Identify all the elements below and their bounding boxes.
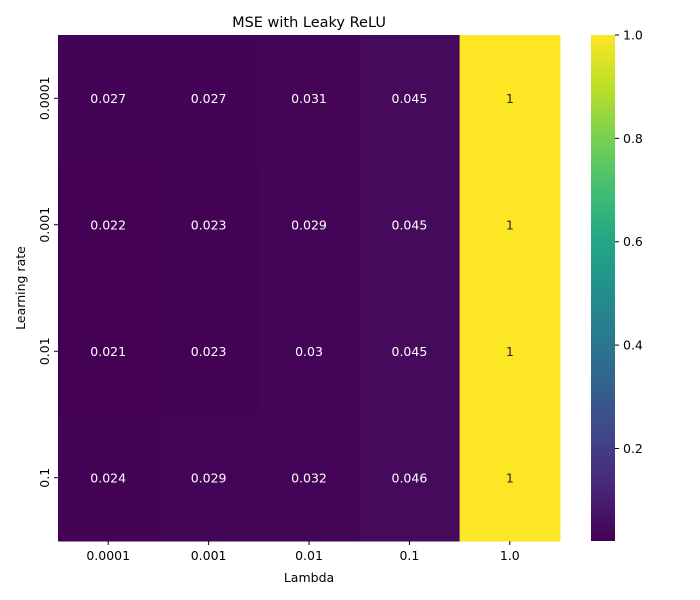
colorbar: 0.2 0.4 0.6 0.8 1.0 [591,28,643,541]
cell-value-label: 0.023 [191,217,227,232]
cell-value-label: 0.03 [295,344,323,359]
colorbar-tick-label: 0.4 [623,338,643,353]
y-axis-label: Learning rate [13,246,28,330]
heatmap-cell [459,414,561,542]
cell-value-label: 0.045 [392,217,428,232]
heatmap-cell [158,161,260,289]
x-tick-label: 0.01 [295,548,323,563]
heatmap-cell [359,414,461,542]
heatmap-cell [58,35,159,162]
cell-value-label: 0.027 [90,91,126,106]
colorbar-tick-label: 0.6 [623,234,643,249]
colorbar-tick-label: 1.0 [623,28,643,43]
cell-value-label: 1 [506,91,514,106]
y-tick-label: 0.001 [37,207,52,243]
cell-value-label: 0.046 [392,470,428,485]
y-axis-ticks: 0.0001 0.001 0.01 0.1 [37,76,58,488]
heatmap-cell [459,288,561,415]
cell-value-label: 0.045 [392,91,428,106]
cell-value-label: 1 [506,344,514,359]
heatmap-cell [359,161,461,289]
heatmap-cell [258,35,360,162]
x-tick-label: 0.1 [399,548,419,563]
cell-value-label: 0.023 [191,344,227,359]
x-tick-label: 0.0001 [86,548,130,563]
heatmap-cell [58,288,159,415]
heatmap-cell [359,35,461,162]
heatmap-cell [158,414,260,542]
heatmap-cell [58,414,159,542]
heatmap-cell [459,161,561,289]
cell-value-label: 0.027 [191,91,227,106]
colorbar-gradient [591,35,615,541]
colorbar-tick-label: 0.8 [623,131,643,146]
cell-value-label: 0.021 [90,344,126,359]
cell-value-label: 0.029 [191,470,227,485]
heatmap-cell [158,35,260,162]
colorbar-tick-label: 0.2 [623,441,643,456]
cell-value-label: 0.022 [90,217,126,232]
cell-value-label: 1 [506,470,514,485]
heatmap-cell [258,161,360,289]
cell-value-label: 0.024 [90,470,126,485]
chart-title: MSE with Leaky ReLU [232,15,386,31]
cell-value-label: 1 [506,217,514,232]
heatmap-cell [258,288,360,415]
heatmap-cell [258,414,360,542]
heatmap-cell [359,288,461,415]
cell-value-label: 0.045 [392,344,428,359]
heatmap-cell [58,161,159,289]
y-tick-label: 0.1 [37,468,52,488]
x-tick-label: 1.0 [500,548,520,563]
y-tick-label: 0.01 [37,337,52,365]
x-axis-ticks: 0.0001 0.001 0.01 0.1 1.0 [86,541,520,563]
cell-value-label: 0.031 [291,91,327,106]
heatmap-cells: 0.027 0.027 0.031 0.045 10.022 0.023 0.029 0.04… [58,35,561,542]
cell-value-label: 0.029 [291,217,327,232]
heatmap-cell [459,35,561,162]
heatmap-cell [158,288,260,415]
x-tick-label: 0.001 [191,548,227,563]
y-tick-label: 0.0001 [37,76,52,120]
cell-value-label: 0.032 [291,470,327,485]
x-axis-label: Lambda [284,570,334,585]
